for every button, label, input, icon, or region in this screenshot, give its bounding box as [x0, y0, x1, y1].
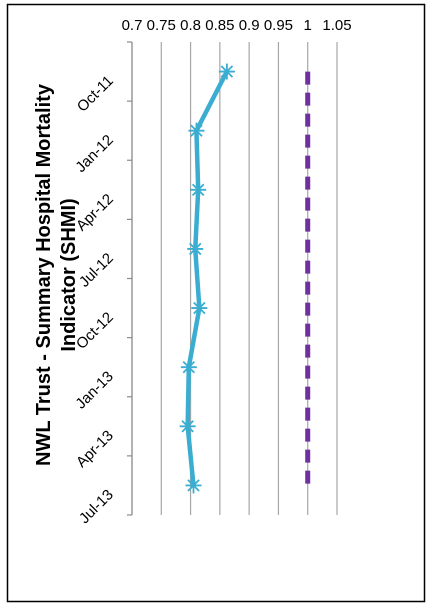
- series-line: [185, 70, 229, 486]
- marker-stroke: [220, 65, 234, 78]
- data-point-marker: [179, 418, 196, 435]
- data-point-marker: [180, 359, 197, 376]
- marker-stroke: [191, 183, 205, 197]
- y-tick-label: 1: [304, 17, 312, 34]
- y-tick-label: 1.05: [322, 17, 351, 34]
- marker-stroke: [190, 124, 203, 137]
- marker-stroke: [182, 360, 196, 374]
- y-tick-label: 0.95: [264, 17, 293, 34]
- chart-title-line-1: NWL Trust - Summary Hospital Mortality: [33, 83, 55, 466]
- y-tick-label: 0.9: [239, 17, 260, 34]
- chart-title-line-2: Indicator (SHMI): [58, 198, 80, 351]
- data-point-marker: [218, 63, 235, 80]
- marker-stroke: [193, 301, 206, 315]
- y-tick-label: 0.75: [147, 17, 176, 34]
- y-tick-label: 0.8: [180, 17, 201, 34]
- marker-stroke: [187, 479, 200, 492]
- data-point-marker: [187, 240, 204, 257]
- data-point-marker: [185, 477, 202, 494]
- marker-stroke: [189, 242, 202, 256]
- data-point-marker: [190, 181, 207, 198]
- data-point-marker: [188, 122, 205, 139]
- y-tick-label: 0.85: [205, 17, 234, 34]
- data-point-marker: [191, 300, 208, 317]
- y-tick-label: 0.7: [122, 17, 143, 34]
- marker-stroke: [181, 420, 194, 433]
- chart-border: [6, 3, 426, 603]
